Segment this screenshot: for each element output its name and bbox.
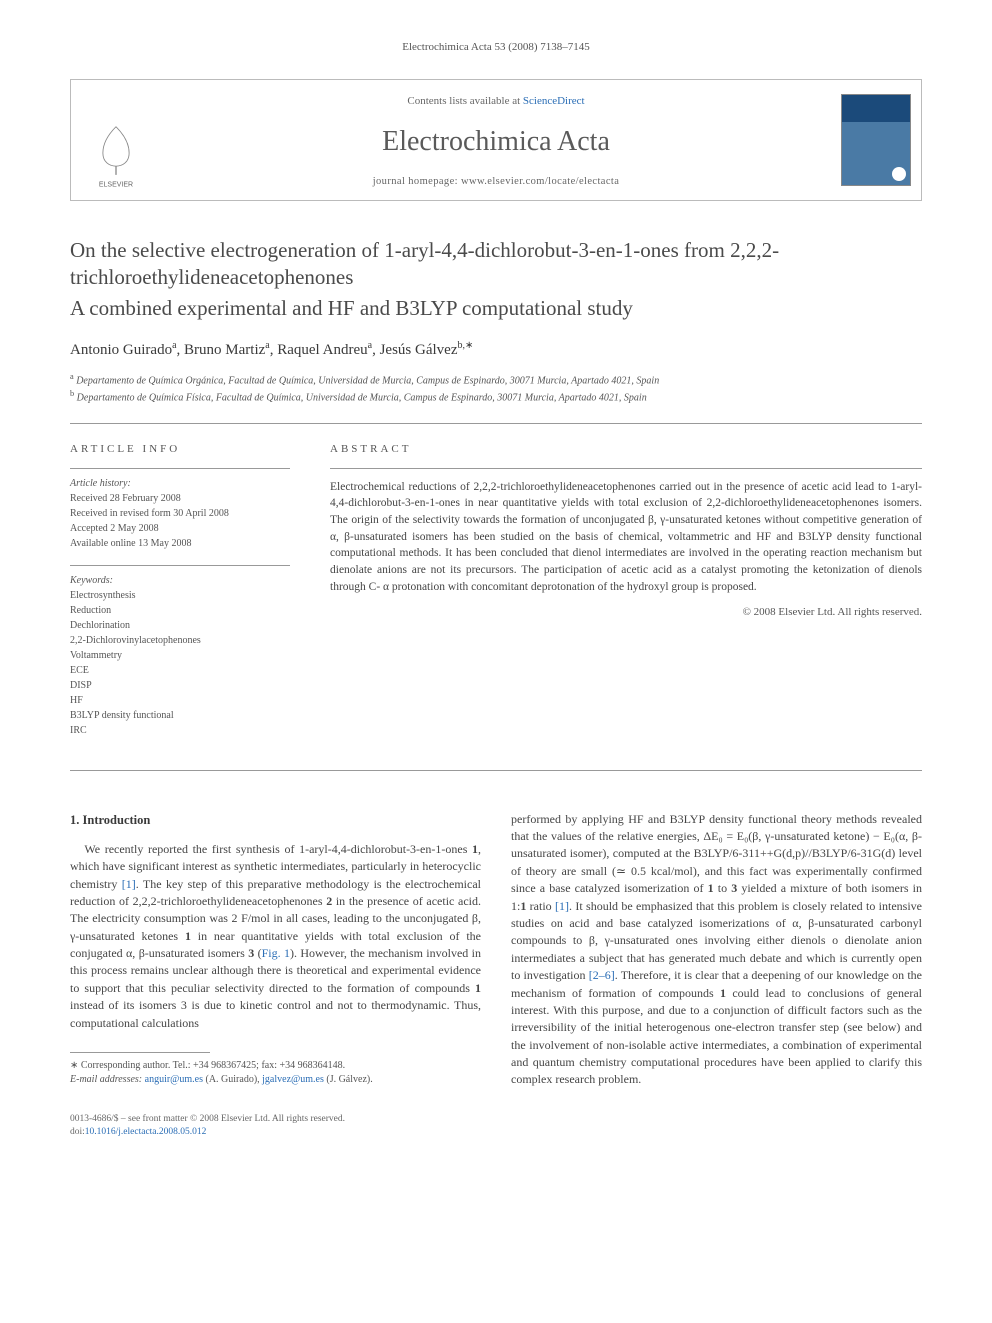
abstract-label: ABSTRACT — [330, 442, 922, 457]
divider-top — [70, 423, 922, 424]
page-footer: 0013-4686/$ – see front matter © 2008 El… — [70, 1113, 922, 1140]
history-line: Available online 13 May 2008 — [70, 537, 290, 551]
front-matter-line: 0013-4686/$ – see front matter © 2008 El… — [70, 1113, 922, 1126]
affiliations: a Departamento de Química Orgánica, Facu… — [70, 371, 922, 406]
history-heading: Article history: — [70, 477, 290, 491]
email-addresses-line: E-mail addresses: anguir@um.es (A. Guira… — [70, 1073, 481, 1087]
keywords-block: Keywords: ElectrosynthesisReductionDechl… — [70, 574, 290, 738]
abstract-copyright: © 2008 Elsevier Ltd. All rights reserved… — [330, 605, 922, 620]
affiliation-line: a Departamento de Química Orgánica, Facu… — [70, 371, 922, 388]
keyword-line: HF — [70, 694, 290, 708]
article-info-label: ARTICLE INFO — [70, 442, 290, 457]
section-heading-introduction: 1. Introduction — [70, 811, 481, 829]
keywords-heading: Keywords: — [70, 574, 290, 588]
email-link-1[interactable]: anguir@um.es — [145, 1074, 203, 1085]
keyword-line: Voltammetry — [70, 649, 290, 663]
article-history-block: Article history: Received 28 February 20… — [70, 477, 290, 551]
journal-header-box: ELSEVIER Contents lists available at Sci… — [70, 79, 922, 200]
body-column-right: performed by applying HF and B3LYP densi… — [511, 811, 922, 1089]
keyword-line: Dechlorination — [70, 619, 290, 633]
corresponding-author-note: ∗ Corresponding author. Tel.: +34 968367… — [70, 1059, 481, 1073]
elsevier-tree-logo: ELSEVIER — [86, 118, 146, 188]
body-two-columns: 1. Introduction We recently reported the… — [70, 811, 922, 1089]
divider-bottom — [70, 770, 922, 771]
journal-name: Electrochimica Acta — [171, 122, 821, 161]
abstract-column: ABSTRACT Electrochemical reductions of 2… — [330, 442, 922, 751]
journal-homepage-line: journal homepage: www.elsevier.com/locat… — [171, 175, 821, 190]
contents-lists-line: Contents lists available at ScienceDirec… — [171, 94, 821, 109]
footnotes: ∗ Corresponding author. Tel.: +34 968367… — [70, 1059, 481, 1087]
sciencedirect-link[interactable]: ScienceDirect — [523, 95, 585, 107]
body-paragraph: We recently reported the first synthesis… — [70, 841, 481, 1032]
abstract-text: Electrochemical reductions of 2,2,2-tric… — [330, 479, 922, 596]
citation-link[interactable]: [1] — [555, 899, 569, 913]
svg-text:ELSEVIER: ELSEVIER — [99, 181, 133, 188]
keyword-line: IRC — [70, 724, 290, 738]
article-info-column: ARTICLE INFO Article history: Received 2… — [70, 442, 290, 751]
keyword-line: DISP — [70, 679, 290, 693]
history-line: Received in revised form 30 April 2008 — [70, 507, 290, 521]
email-link-2[interactable]: jgalvez@um.es — [262, 1074, 324, 1085]
author-list: Antonio Guiradoa, Bruno Martiza, Raquel … — [70, 339, 922, 361]
journal-cover-cell — [831, 80, 921, 199]
keyword-line: B3LYP density functional — [70, 709, 290, 723]
footnote-separator — [70, 1052, 210, 1053]
body-paragraph: performed by applying HF and B3LYP densi… — [511, 811, 922, 1089]
article-subtitle: A combined experimental and HF and B3LYP… — [70, 295, 922, 322]
history-line: Accepted 2 May 2008 — [70, 522, 290, 536]
keyword-line: ECE — [70, 664, 290, 678]
running-header: Electrochimica Acta 53 (2008) 7138–7145 — [70, 40, 922, 55]
citation-link[interactable]: [1] — [122, 877, 136, 891]
doi-line: doi:10.1016/j.electacta.2008.05.012 — [70, 1126, 922, 1139]
citation-link[interactable]: [2–6] — [589, 968, 615, 982]
history-line: Received 28 February 2008 — [70, 492, 290, 506]
article-title: On the selective electrogeneration of 1-… — [70, 237, 922, 292]
body-column-left: 1. Introduction We recently reported the… — [70, 811, 481, 1089]
keyword-line: 2,2-Dichlorovinylacetophenones — [70, 634, 290, 648]
doi-link[interactable]: 10.1016/j.electacta.2008.05.012 — [85, 1127, 207, 1137]
keyword-line: Electrosynthesis — [70, 589, 290, 603]
figure-link[interactable]: Fig. 1 — [262, 946, 290, 960]
affiliation-line: b Departamento de Química Física, Facult… — [70, 388, 922, 405]
journal-cover-thumbnail — [841, 94, 911, 186]
keyword-line: Reduction — [70, 604, 290, 618]
publisher-logo-cell: ELSEVIER — [71, 80, 161, 199]
